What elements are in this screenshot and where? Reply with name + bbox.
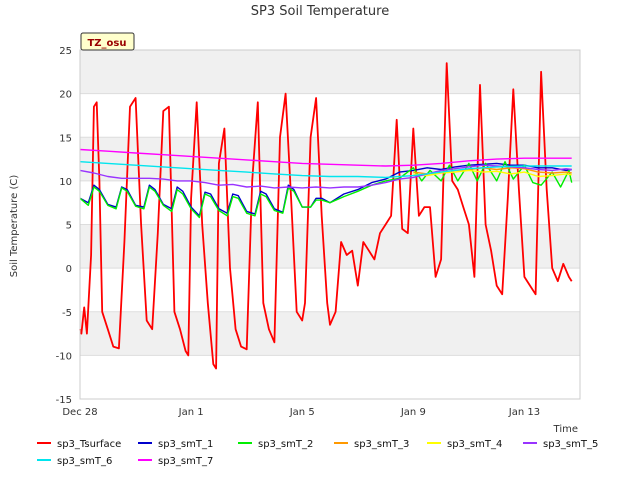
legend-label: sp3_smT_5 — [543, 439, 598, 450]
legend-label: sp3_smT_4 — [447, 439, 502, 450]
y-tick-labels: -15 -10 -5 0 5 10 15 20 25 — [56, 46, 72, 406]
y-tick-label: 10 — [59, 177, 72, 188]
series-line-sp3_smT_7 — [79, 148, 572, 167]
y-tick-label: 5 — [66, 221, 72, 232]
badge-box — [80, 32, 135, 51]
y-tick-label: -15 — [56, 395, 72, 406]
y-tick-label: -5 — [62, 308, 72, 319]
plot-frame — [79, 49, 581, 400]
x-tick-label: Jan 5 — [289, 407, 315, 418]
timezone-badge: TZ_osu — [80, 32, 135, 51]
legend-label: sp3_smT_7 — [158, 456, 213, 467]
plot-band — [80, 50, 580, 94]
series-line-sp3_smT_6 — [79, 161, 572, 179]
y-tick-label: 25 — [59, 46, 72, 57]
badge-text: TZ_osu — [87, 38, 126, 49]
x-tick-label: Jan 9 — [400, 407, 426, 418]
legend-label: sp3_smT_6 — [57, 456, 112, 467]
legend-label: sp3_smT_2 — [258, 439, 313, 450]
x-axis-label: Time — [553, 424, 578, 435]
y-axis-label: Soil Temperature (C) — [9, 175, 20, 278]
y-tick-label: 20 — [59, 90, 72, 101]
legend-label: sp3_smT_3 — [354, 439, 409, 450]
chart-title: SP3 Soil Temperature — [251, 4, 389, 19]
legend-label: sp3_smT_1 — [158, 439, 213, 450]
legend-label: sp3_Tsurface — [57, 439, 121, 450]
x-tick-label: Jan 1 — [178, 407, 204, 418]
y-tick-label: 0 — [66, 264, 72, 275]
x-tick-label: Jan 13 — [508, 407, 540, 418]
series-line-sp3_smT_4 — [413, 169, 572, 178]
series-lines — [79, 62, 573, 370]
plot-band — [80, 93, 580, 138]
y-tick-label: 15 — [59, 133, 72, 144]
series-line-sp3_Tsurface — [79, 62, 573, 370]
series-line-sp3_smT_5 — [79, 164, 572, 189]
y-tick-label: -10 — [56, 351, 72, 362]
x-tick-label: Dec 28 — [62, 407, 97, 418]
x-tick-labels: Dec 28 Jan 1 Jan 5 Jan 9 Jan 13 — [62, 407, 540, 418]
series-line-sp3_smT_2 — [79, 160, 573, 219]
plot-band — [80, 224, 580, 269]
plot-band — [80, 268, 580, 312]
plot-band — [80, 355, 580, 399]
legend: sp3_Tsurface sp3_smT_1 sp3_smT_2 sp3_smT_3 s… — [37, 439, 598, 467]
